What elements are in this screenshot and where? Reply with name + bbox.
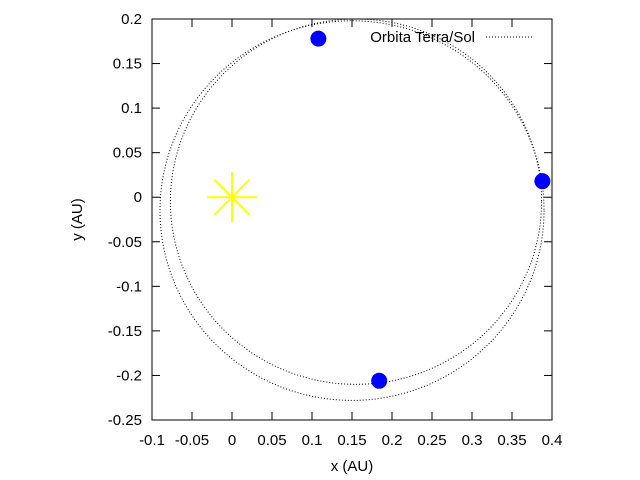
y-tick-label: -0.1 [116, 278, 142, 295]
x-tick-label: -0.1 [139, 432, 165, 449]
y-axis-label: y (AU) [69, 198, 86, 241]
body-point [534, 173, 551, 190]
x-tick-label: 0.3 [462, 432, 483, 449]
body-point [310, 30, 327, 47]
tick-marks [151, 18, 553, 421]
y-tick-label: 0 [134, 189, 142, 206]
body-markers [310, 30, 551, 389]
x-tick-label: 0.25 [417, 432, 446, 449]
x-tick-label: -0.05 [175, 432, 209, 449]
y-tick-label: -0.15 [108, 323, 142, 340]
x-tick-label: 0.35 [497, 432, 526, 449]
y-tick-label: -0.05 [108, 234, 142, 251]
y-tick-label: 0.1 [121, 100, 142, 117]
y-tick-label: -0.25 [108, 412, 142, 429]
body-point [371, 372, 388, 389]
x-tick-label: 0.2 [382, 432, 403, 449]
legend-label: Orbita Terra/Sol [370, 29, 475, 46]
x-axis-label: x (AU) [331, 458, 374, 475]
legend: Orbita Terra/Sol [370, 29, 532, 46]
x-tick-label: 0.05 [257, 432, 286, 449]
x-tick-label: 0 [228, 432, 236, 449]
y-tick-label: 0.2 [121, 11, 142, 28]
y-tick-label: -0.2 [116, 367, 142, 384]
sun-ray [213, 178, 251, 216]
y-tick-labels: -0.25 -0.2 -0.15 -0.1 -0.05 0 0.05 0.1 0.15 0.2 [108, 11, 142, 429]
y-tick-label: 0.15 [113, 56, 142, 73]
plot-frame [151, 18, 553, 421]
x-tick-label: 0.4 [542, 432, 563, 449]
x-tick-labels: -0.1 -0.05 0 0.05 0.1 0.15 0.2 0.25 0.3 0.35 0.4 [139, 432, 562, 449]
y-tick-label: 0.05 [113, 145, 142, 162]
orbit-loop [169, 18, 543, 385]
x-tick-label: 0.15 [337, 432, 366, 449]
x-tick-label: 0.1 [302, 432, 323, 449]
orbit-series [159, 18, 545, 401]
sun-marker [207, 172, 257, 223]
